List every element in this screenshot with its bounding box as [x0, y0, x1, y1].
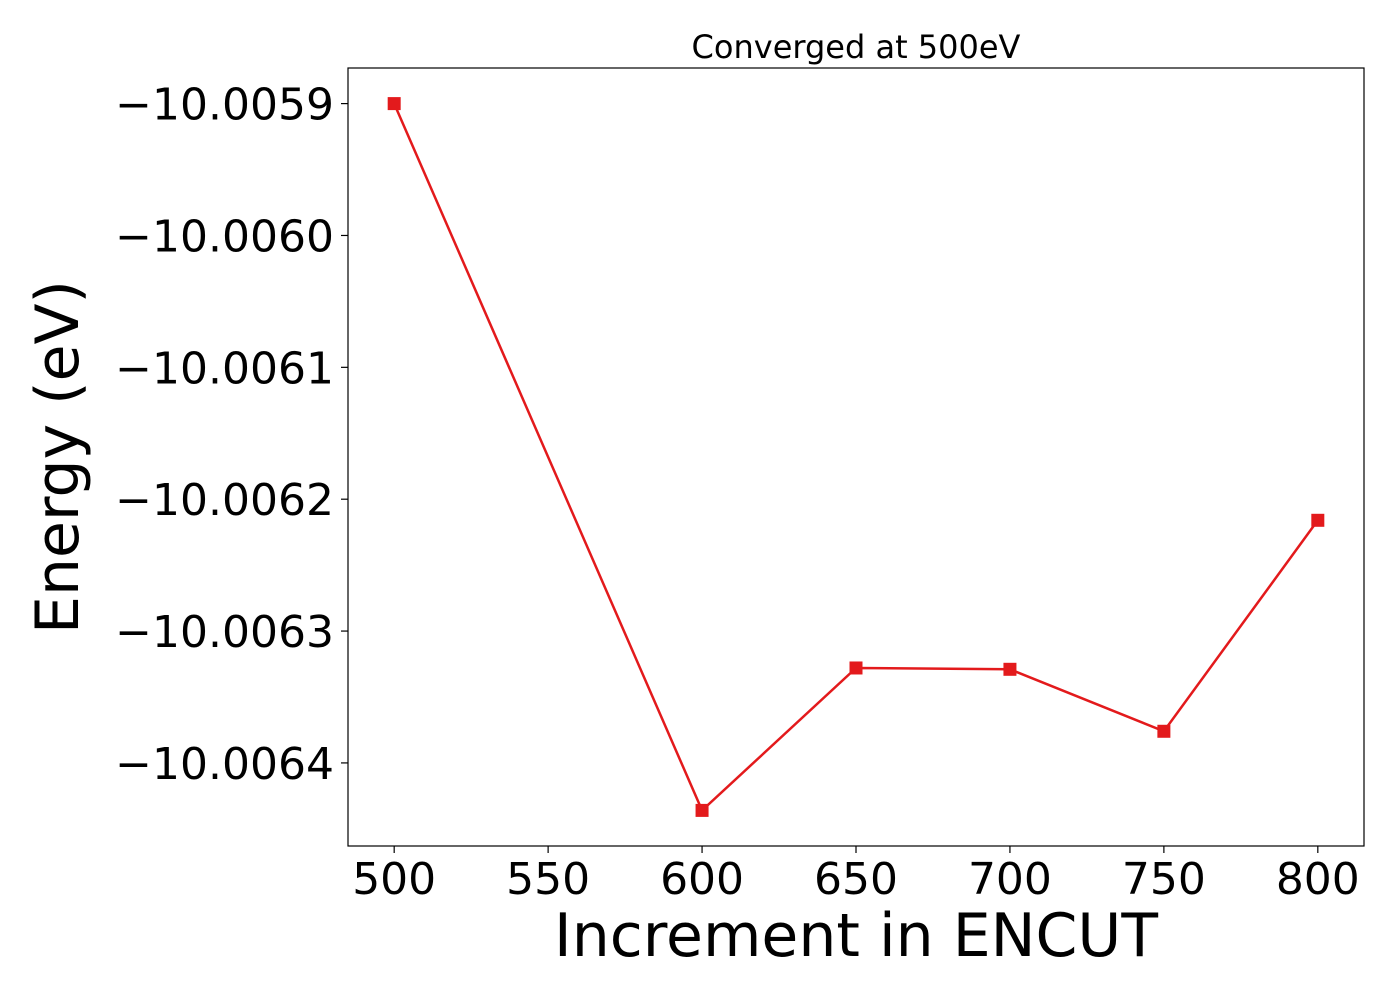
- y-tick-label: −10.0059: [115, 80, 334, 131]
- x-ticks: 500 550 600 650 700 750 800: [352, 846, 1360, 905]
- x-tick-label: 800: [1276, 854, 1360, 905]
- plot-area: [347, 67, 1365, 847]
- series-line: [393, 103, 1319, 813]
- y-axis-title: Energy (eV): [23, 280, 93, 634]
- y-tick-label: −10.0060: [115, 211, 334, 262]
- x-tick-label: 650: [814, 854, 898, 905]
- data-point-marker: [1157, 724, 1171, 738]
- x-tick-label: 700: [968, 854, 1052, 905]
- x-tick-label: 750: [1122, 854, 1206, 905]
- chart-title: Converged at 500eV: [692, 28, 1021, 66]
- y-tick-label: −10.0064: [115, 739, 334, 790]
- y-ticks: −10.0059 −10.0060 −10.0061 −10.0062 −10.0063…: [115, 80, 348, 790]
- data-point-marker: [387, 97, 401, 111]
- x-tick-label: 550: [506, 854, 590, 905]
- x-tick-label: 600: [660, 854, 744, 905]
- y-tick-label: −10.0062: [115, 475, 334, 526]
- data-point-marker: [1311, 513, 1325, 527]
- series-lines: [393, 103, 1319, 813]
- data-point-marker: [695, 803, 709, 817]
- x-tick-label: 500: [352, 854, 436, 905]
- y-tick-label: −10.0063: [115, 607, 334, 658]
- data-point-marker: [849, 661, 863, 675]
- series-markers: [387, 97, 1325, 817]
- data-point-marker: [1003, 662, 1017, 676]
- x-axis-title: Increment in ENCUT: [554, 901, 1158, 971]
- y-tick-label: −10.0061: [115, 343, 334, 394]
